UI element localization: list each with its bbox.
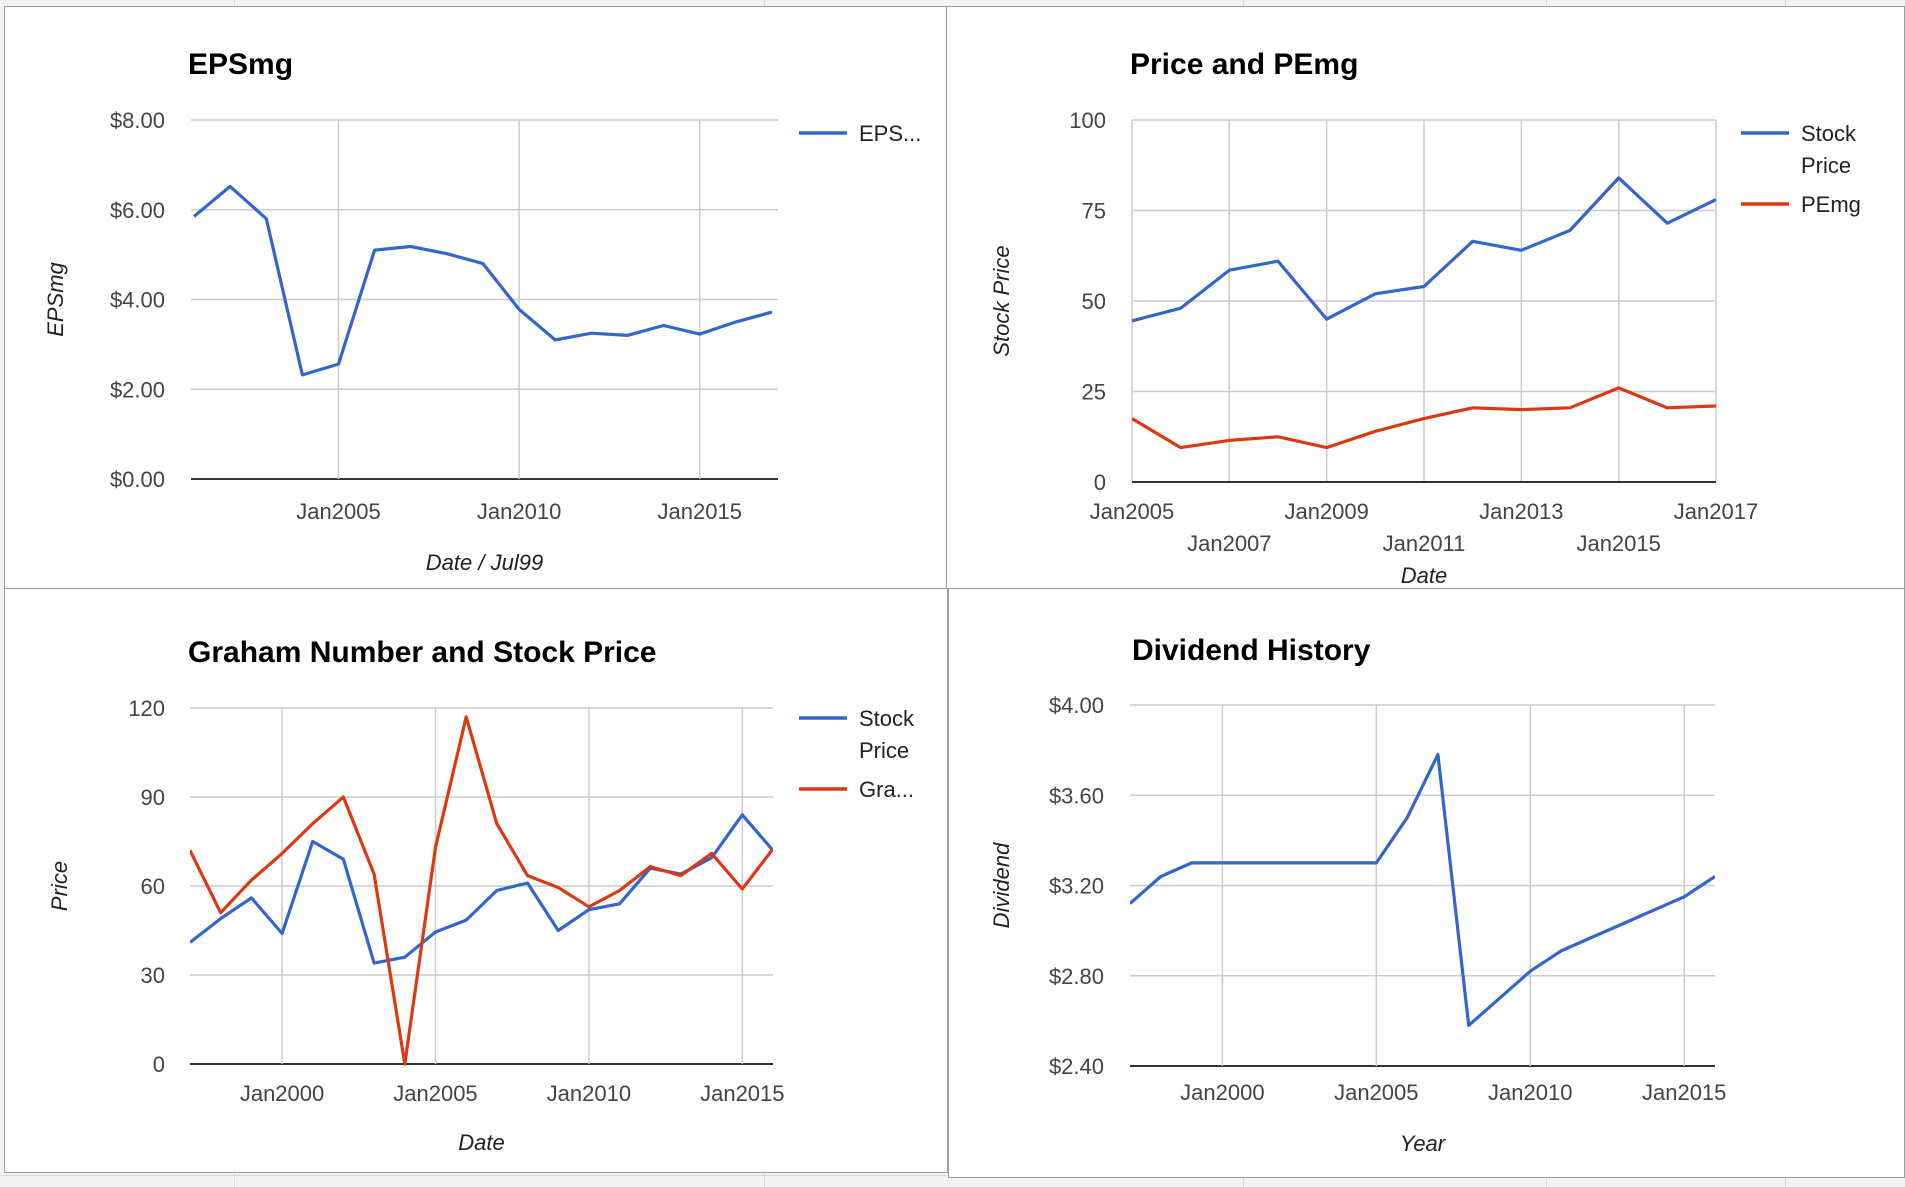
series-line-1 [1130, 753, 1715, 1027]
y-tick-label: 50 [1082, 289, 1106, 314]
y-tick-label: $0.00 [110, 467, 165, 492]
y-tick-label: $2.80 [1049, 964, 1104, 989]
legend-label: PEmg [1801, 192, 1861, 217]
x-tick-label: Jan2010 [547, 1081, 631, 1106]
legend-label: Gra... [859, 777, 914, 802]
x-tick-label: Jan2010 [477, 499, 561, 524]
x-tick-label: Jan2015 [1576, 531, 1660, 556]
dividend-history-chart-title: Dividend History [1132, 634, 1371, 667]
y-tick-label: 120 [128, 696, 165, 721]
legend-label: Stock Price [1801, 121, 1857, 178]
y-tick-label: 0 [1094, 470, 1106, 495]
x-tick-label: Jan2005 [1090, 499, 1174, 524]
y-axis-title: Dividend [989, 842, 1014, 928]
y-tick-label: 100 [1069, 108, 1106, 133]
x-tick-label: Jan2000 [1180, 1080, 1264, 1105]
y-tick-label: 30 [141, 963, 165, 988]
x-tick-label: Jan2015 [700, 1081, 784, 1106]
x-tick-label: Jan2000 [240, 1081, 324, 1106]
y-tick-label: 0 [153, 1052, 165, 1077]
x-axis-title: Date / Jul99 [426, 550, 543, 575]
x-axis-title: Date [1401, 563, 1447, 588]
x-tick-label: Jan2015 [1642, 1080, 1726, 1105]
y-tick-label: $2.40 [1049, 1054, 1104, 1079]
y-tick-label: 25 [1082, 380, 1106, 405]
epsmg-chart: EPSmg $0.00 $2.00 $4.00 $6.00 $8.00 Jan2005 Jan… [43, 48, 921, 575]
x-tick-label: Jan2005 [296, 499, 380, 524]
y-axis-title: Price [47, 861, 72, 911]
x-tick-label: Jan2013 [1479, 499, 1563, 524]
x-tick-label: Jan2009 [1284, 499, 1368, 524]
y-tick-label: $2.00 [110, 377, 165, 402]
series-line-1 [1132, 176, 1716, 323]
y-tick-label: $3.20 [1049, 874, 1104, 899]
x-tick-label: Jan2005 [1334, 1080, 1418, 1105]
y-tick-label: 90 [141, 785, 165, 810]
x-tick-label: Jan2005 [393, 1081, 477, 1106]
y-tick-label: $4.00 [1049, 693, 1104, 718]
x-tick-label: Jan2015 [658, 499, 742, 524]
epsmg-chart-title: EPSmg [188, 48, 293, 81]
x-axis-title: Year [1400, 1131, 1447, 1156]
series-line-2 [190, 715, 773, 1066]
x-tick-label: Jan2017 [1674, 499, 1758, 524]
dividend-history-chart-panel[interactable]: Dividend History $2.40 $2.80 $3.20 $3.60 $4.0… [948, 588, 1905, 1178]
y-axis-title: EPSmg [43, 261, 68, 336]
price-pemg-chart-panel[interactable]: Price and PEmg 0 25 50 75 100 Jan2005 Jan2007 Ja… [946, 6, 1905, 590]
epsmg-chart-panel[interactable]: EPSmg $0.00 $2.00 $4.00 $6.00 $8.00 Jan2005 Jan… [4, 6, 948, 590]
x-tick-label: Jan2007 [1187, 531, 1271, 556]
graham-number-chart: Graham Number and Stock Price 0 30 60 90 120 J… [47, 636, 915, 1155]
dividend-history-chart: Dividend History $2.40 $2.80 $3.20 $3.60 $4.0… [989, 634, 1726, 1156]
x-tick-label: Jan2011 [1383, 531, 1466, 556]
price-pemg-chart-title: Price and PEmg [1130, 48, 1358, 81]
graham-number-chart-title: Graham Number and Stock Price [188, 636, 657, 669]
series-line-1 [190, 813, 773, 965]
y-tick-label: 60 [141, 874, 165, 899]
y-axis-title: Stock Price [989, 245, 1014, 356]
x-tick-label: Jan2010 [1488, 1080, 1572, 1105]
price-pemg-chart: Price and PEmg 0 25 50 75 100 Jan2005 Jan2007 Ja… [989, 48, 1861, 588]
x-axis-title: Date [458, 1130, 504, 1155]
series-line-2 [1132, 386, 1716, 450]
graham-number-chart-panel[interactable]: Graham Number and Stock Price 0 30 60 90 120 J… [4, 588, 948, 1173]
y-tick-label: $8.00 [110, 108, 165, 133]
legend-label: Stock Price [859, 706, 915, 763]
series-line-1 [192, 184, 773, 377]
legend-label: EPS... [859, 121, 921, 146]
y-tick-label: $3.60 [1049, 783, 1104, 808]
y-tick-label: $4.00 [110, 288, 165, 313]
y-tick-label: 75 [1082, 199, 1106, 224]
y-tick-label: $6.00 [110, 198, 165, 223]
